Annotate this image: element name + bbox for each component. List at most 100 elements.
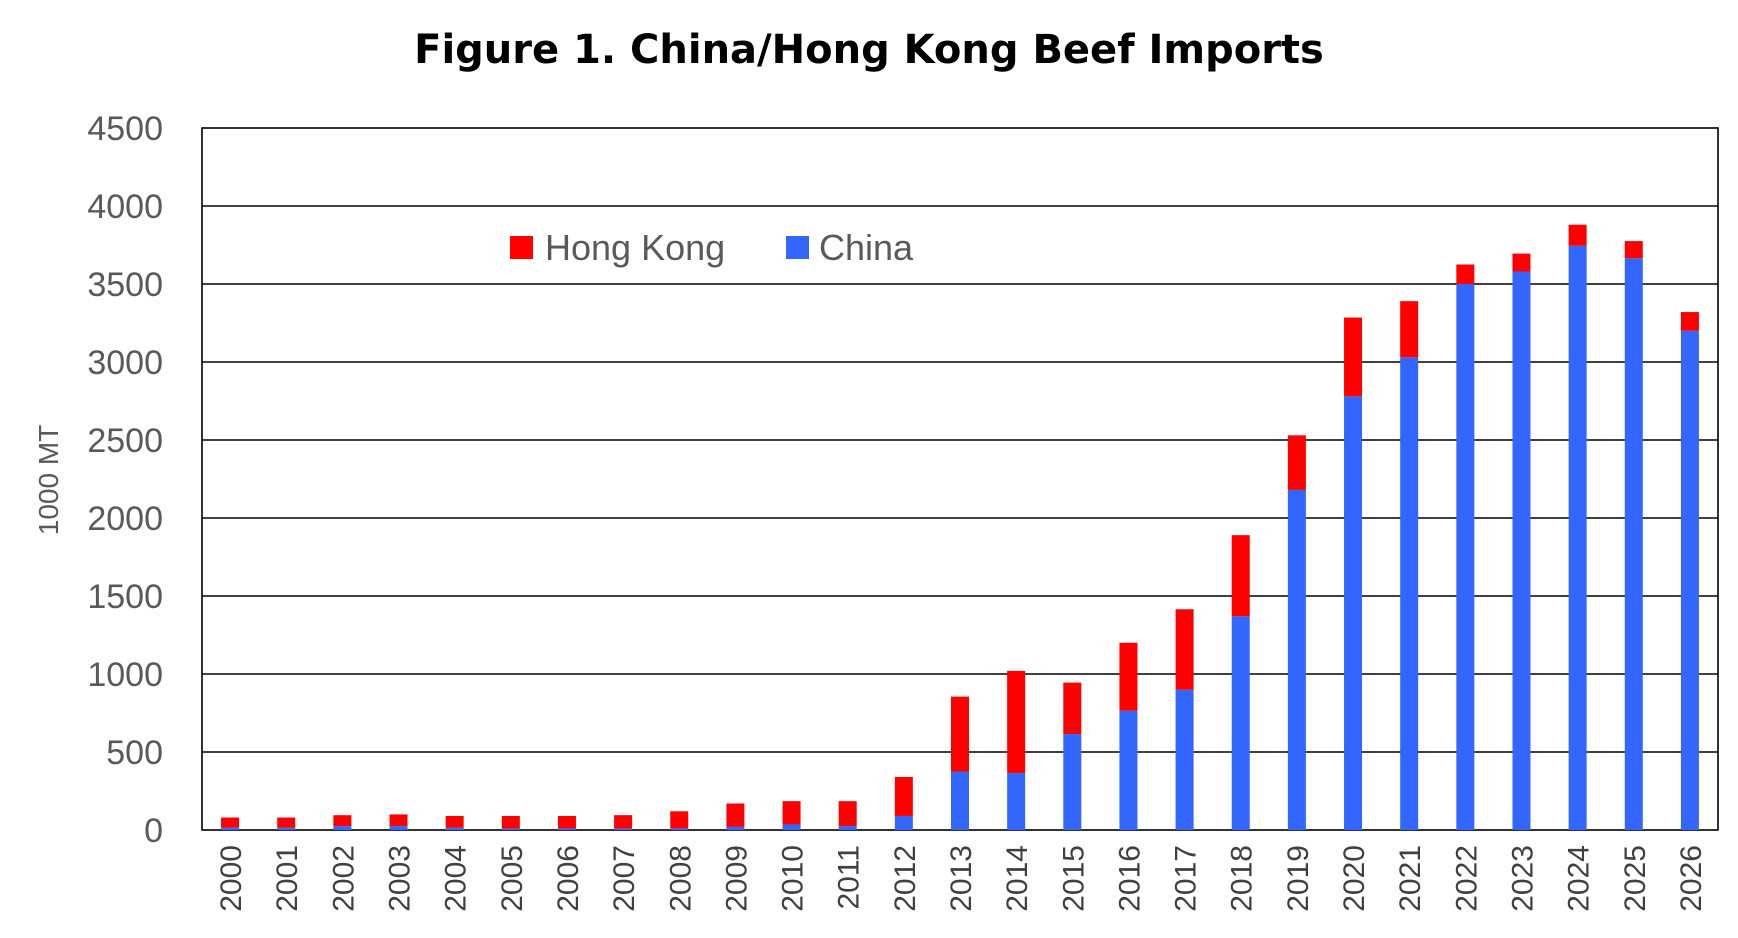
- bar-hong-kong-2005: [501, 815, 520, 829]
- bar-hong-kong-2004: [445, 815, 464, 828]
- bar-china-2003: [389, 826, 408, 830]
- legend-swatch-hong-kong: [510, 236, 533, 259]
- bar-hong-kong-2014: [1007, 670, 1026, 774]
- y-tick-label: 1000: [87, 656, 163, 694]
- bar-hong-kong-2017: [1175, 609, 1194, 690]
- bar-china-2002: [333, 826, 352, 830]
- x-tick-label: 2023: [1506, 845, 1539, 912]
- x-tick-label: 2011: [833, 845, 866, 910]
- y-tick-label: 4000: [87, 188, 163, 226]
- bar-china-2004: [445, 827, 464, 830]
- bar-china-2001: [277, 827, 296, 830]
- y-tick-label: 3000: [87, 344, 163, 382]
- bar-hong-kong-2021: [1400, 301, 1419, 358]
- bar-hong-kong-2010: [782, 801, 801, 825]
- bar-hong-kong-2020: [1344, 317, 1363, 397]
- bars: [221, 224, 1699, 830]
- bar-hong-kong-2007: [614, 815, 633, 829]
- bar-hong-kong-2026: [1680, 312, 1699, 331]
- x-tick-label: 2024: [1563, 845, 1596, 912]
- bar-hong-kong-2008: [670, 811, 689, 829]
- x-tick-label: 2001: [271, 845, 304, 912]
- y-tick-label: 4500: [87, 110, 163, 148]
- bar-hong-kong-2025: [1624, 241, 1643, 259]
- bar-china-2005: [501, 828, 520, 830]
- legend: Hong Kong China: [510, 227, 914, 268]
- bar-hong-kong-2016: [1119, 642, 1138, 711]
- x-tick-label: 2025: [1619, 845, 1652, 912]
- bar-hong-kong-2001: [277, 817, 296, 828]
- bar-hong-kong-2012: [894, 776, 913, 816]
- bar-china-2011: [838, 826, 857, 830]
- y-tick-label: 2500: [87, 422, 163, 460]
- bar-hong-kong-2006: [557, 815, 576, 829]
- legend-label-china: China: [819, 227, 914, 268]
- bar-hong-kong-2024: [1568, 224, 1587, 246]
- x-tick-label: 2014: [1001, 845, 1034, 912]
- bar-hong-kong-2011: [838, 801, 857, 827]
- legend-label-hong-kong: Hong Kong: [545, 227, 725, 268]
- bar-china-2013: [951, 771, 969, 830]
- bar-china-2007: [614, 828, 633, 830]
- bar-china-2025: [1624, 258, 1643, 830]
- y-tick-label: 0: [144, 812, 163, 850]
- y-tick-label: 2000: [87, 500, 163, 538]
- x-tick-label: 2003: [384, 845, 417, 912]
- x-tick-label: 2006: [552, 845, 585, 912]
- bar-hong-kong-2013: [951, 696, 969, 772]
- x-tick-label: 2015: [1057, 845, 1090, 912]
- x-tick-label: 2018: [1226, 845, 1259, 912]
- bar-hong-kong-2000: [221, 817, 240, 828]
- bar-china-2020: [1344, 396, 1363, 830]
- bar-china-2019: [1287, 489, 1306, 830]
- x-tick-label: 2012: [889, 845, 922, 912]
- y-tick-label: 3500: [87, 266, 163, 304]
- bar-china-2022: [1456, 284, 1475, 830]
- bar-china-2017: [1175, 689, 1194, 830]
- bar-china-2008: [670, 828, 689, 830]
- bar-hong-kong-2015: [1063, 682, 1082, 735]
- x-tick-label: 2019: [1282, 845, 1315, 912]
- chart-title: Figure 1. China/Hong Kong Beef Imports: [414, 27, 1324, 73]
- bar-china-2010: [782, 824, 801, 830]
- y-axis-ticks: 0 500 1000 1500 2000 2500 3000 3500 4000 4500: [87, 110, 163, 850]
- bar-hong-kong-2002: [333, 815, 352, 827]
- y-tick-label: 1500: [87, 578, 163, 616]
- bar-hong-kong-2009: [726, 803, 745, 827]
- x-tick-label: 2010: [777, 845, 810, 912]
- x-tick-label: 2004: [440, 845, 473, 912]
- bar-china-2009: [726, 826, 745, 830]
- x-tick-label: 2016: [1113, 845, 1146, 912]
- x-tick-label: 2002: [327, 845, 360, 912]
- bar-china-2000: [221, 827, 240, 830]
- gridlines: [201, 127, 1719, 831]
- x-tick-label: 2022: [1450, 845, 1483, 912]
- bar-china-2018: [1231, 616, 1250, 830]
- x-axis-ticks: 2000 2001 2002 2003 2004 2005 2006 2007 2008 2009…: [215, 845, 1708, 912]
- x-tick-label: 2020: [1338, 845, 1371, 912]
- legend-swatch-china: [786, 236, 809, 259]
- x-tick-label: 2000: [215, 845, 248, 912]
- x-tick-label: 2021: [1394, 845, 1427, 912]
- bar-china-2015: [1063, 734, 1082, 830]
- x-tick-label: 2009: [720, 845, 753, 912]
- bar-hong-kong-2019: [1287, 435, 1306, 490]
- x-tick-label: 2007: [608, 845, 641, 912]
- bar-china-2014: [1007, 773, 1026, 830]
- y-axis-label: 1000 MT: [33, 425, 64, 536]
- bar-china-2012: [894, 815, 913, 830]
- x-tick-label: 2005: [496, 845, 529, 912]
- bar-china-2023: [1512, 271, 1531, 830]
- bar-china-2006: [557, 828, 576, 830]
- bar-hong-kong-2022: [1456, 264, 1475, 284]
- y-tick-label: 500: [106, 734, 163, 772]
- bar-hong-kong-2023: [1512, 253, 1531, 272]
- bar-china-2024: [1568, 245, 1587, 830]
- bar-hong-kong-2018: [1231, 535, 1250, 617]
- x-tick-label: 2013: [945, 845, 978, 912]
- x-tick-label: 2008: [664, 845, 697, 912]
- bar-china-2021: [1400, 357, 1419, 830]
- bar-hong-kong-2003: [389, 814, 408, 827]
